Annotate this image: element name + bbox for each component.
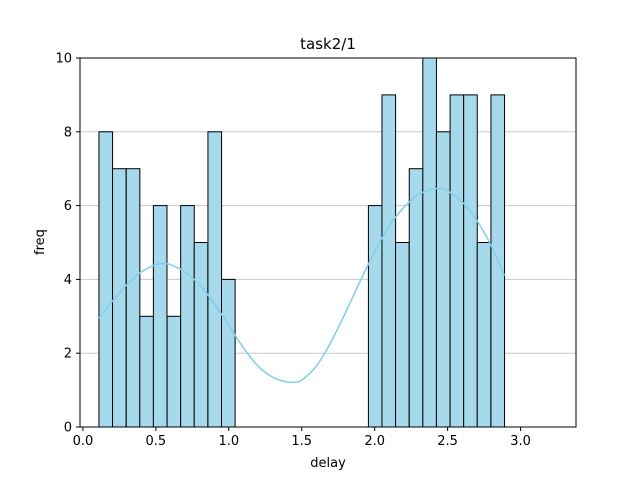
- histogram-bar-10: [367, 205, 383, 428]
- x-tick-label-2: 1.0: [218, 434, 239, 449]
- chart-title: task2/1: [300, 35, 356, 53]
- x-tick-label-1: 0.5: [146, 434, 167, 449]
- histogram-bar-9: [221, 278, 236, 428]
- kde-curve: [98, 187, 506, 384]
- histogram-bar-13: [408, 168, 424, 428]
- histogram-bar-17: [463, 94, 478, 428]
- x-tick-label-3: 1.5: [291, 434, 312, 449]
- histogram-bar-14: [422, 57, 437, 428]
- y-tick-label-3: 6: [64, 199, 72, 214]
- histogram-bar-2: [125, 168, 141, 428]
- x-tick-label-0: 0.0: [73, 434, 94, 449]
- y-axis-ticks: 0 2 4 6 8 10: [55, 52, 80, 436]
- kde-curve-group: [98, 187, 506, 384]
- y-axis-label: freq: [33, 229, 48, 255]
- x-axis-label: delay: [310, 456, 346, 471]
- histogram-bar-6: [180, 205, 195, 428]
- x-axis-ticks: 0.0 0.5 1.0 1.5 2.0 2.5 3.0: [73, 427, 531, 449]
- histogram-bar-3: [139, 315, 154, 428]
- histogram-bar-8: [207, 131, 223, 428]
- x-tick-label-4: 2.0: [364, 434, 385, 449]
- y-tick-label-2: 4: [64, 273, 72, 288]
- histogram-bar-18: [476, 242, 492, 428]
- histogram-bar-4: [152, 205, 168, 428]
- y-tick-label-0: 0: [64, 421, 72, 436]
- x-tick-label-5: 2.5: [437, 434, 458, 449]
- y-tick-label-4: 8: [64, 125, 72, 140]
- y-tick-label-1: 2: [64, 347, 72, 362]
- y-tick-label-5: 10: [55, 52, 72, 67]
- histogram-bar-12: [395, 242, 410, 428]
- x-tick-label-6: 3.0: [510, 434, 531, 449]
- histogram-bar-11: [381, 94, 397, 428]
- histogram-bar-0: [98, 131, 114, 428]
- histogram-bar-15: [435, 131, 451, 428]
- histogram-bar-16: [449, 94, 465, 428]
- plot-frame: [79, 57, 577, 428]
- histogram-bar-5: [166, 315, 182, 428]
- histogram-bars: [98, 57, 506, 428]
- histogram-bar-7: [193, 242, 209, 428]
